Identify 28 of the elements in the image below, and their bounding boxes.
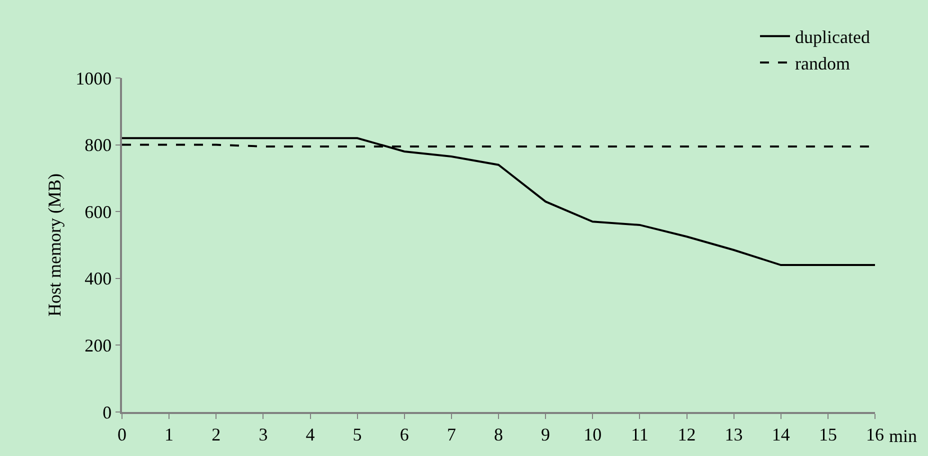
- x-axis-title: min: [889, 426, 918, 446]
- x-tick-label: 3: [258, 424, 268, 444]
- x-tick-label: 7: [446, 424, 456, 444]
- x-tick-label: 5: [352, 424, 362, 444]
- x-tick-label: 6: [400, 424, 409, 444]
- x-tick-label: 14: [772, 424, 790, 444]
- x-tick-label: 9: [541, 424, 550, 444]
- x-tick-label: 15: [818, 424, 837, 444]
- x-tick-label: 16: [866, 424, 884, 444]
- y-axis-title: Host memory (MB): [44, 174, 64, 316]
- y-tick-label: 800: [84, 135, 112, 156]
- x-tick-label: 2: [212, 424, 221, 444]
- y-tick-label: 400: [84, 268, 112, 289]
- y-tick-label: 1000: [76, 68, 112, 88]
- y-tick-label: 600: [84, 202, 112, 222]
- legend-label: random: [795, 54, 850, 74]
- x-tick-label: 1: [164, 424, 174, 444]
- x-tick-label: 11: [631, 424, 648, 444]
- x-tick-label: 8: [494, 424, 503, 444]
- legend-label: duplicated: [795, 27, 870, 48]
- y-tick-label: 0: [102, 402, 112, 422]
- y-tick-label: 200: [84, 336, 112, 356]
- x-tick-label: 0: [118, 424, 126, 444]
- line-series: [122, 137, 875, 266]
- x-tick-label: 10: [584, 424, 602, 444]
- x-tick-label: 13: [724, 424, 743, 444]
- x-tick-label: 12: [678, 424, 696, 444]
- x-tick-label: 4: [306, 424, 315, 444]
